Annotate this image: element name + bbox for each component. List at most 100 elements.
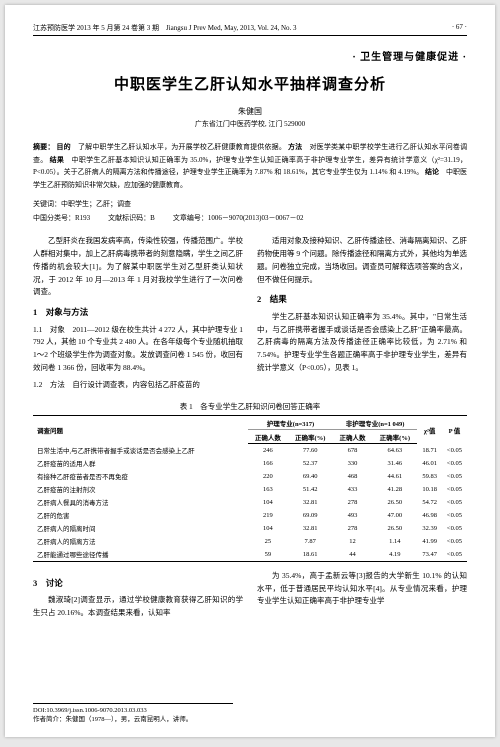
table-row: 日常生活中,与乙肝携带者握手或谈话是否会感染上乙肝24677.6067864.6…	[33, 444, 467, 457]
cell: 1.14	[372, 535, 417, 548]
section-2: 2 结果	[257, 292, 467, 306]
cell-question: 乙肝病人的隔离方法	[33, 535, 248, 548]
abstract-label: 摘要：	[33, 143, 55, 151]
cell: 246	[248, 444, 287, 457]
th-chi2: χ²值	[417, 416, 441, 444]
th-count2: 正确人数	[333, 430, 372, 444]
cell: 51.42	[288, 483, 333, 496]
cell: 166	[248, 457, 287, 470]
cell: <0.05	[442, 470, 467, 483]
discussion-left-para: 魏淑琦[2]调查显示，通过学校健康教育获得乙肝知识的学生只占 20.16%。本调…	[33, 594, 243, 620]
cell: 64.63	[372, 444, 417, 457]
intro-para: 乙型肝炎在我国发病率高，传染性较强，传播范围广。学校人群相对集中，加上乙肝病毒携…	[33, 235, 243, 299]
cell: 46.98	[417, 509, 441, 522]
cell: 54.72	[417, 496, 441, 509]
section-1: 1 对象与方法	[33, 305, 243, 319]
cell: 433	[333, 483, 372, 496]
cell-question: 乙肝疫苗的适用人群	[33, 457, 248, 470]
results-text: 中职学生乙肝基本知识认知正确率为 35.0%，护理专业学生认知正确率高于非护理专…	[33, 156, 467, 177]
th-p: P 值	[442, 416, 467, 444]
discussion-right-para: 为 35.4%，高于孟新云等[3]报告的大学新生 10.1% 的认知水平，低于普…	[257, 570, 467, 608]
affiliation: 广东省江门中医药学校, 江门 529000	[33, 119, 467, 129]
th-rate2: 正确率(%)	[372, 430, 417, 444]
keywords: 关键词：中职学生；乙肝；调查	[33, 199, 467, 209]
conclusion-label: 结论	[425, 168, 439, 176]
cell: 4.19	[372, 548, 417, 562]
cell: 31.46	[372, 457, 417, 470]
th-question: 调查问题	[33, 416, 248, 444]
header-right: · 67 ·	[452, 23, 467, 33]
author: 朱健国	[33, 106, 467, 117]
body-columns: 乙型肝炎在我国发病率高，传染性较强，传播范围广。学校人群相对集中，加上乙肝病毒携…	[33, 235, 467, 393]
article-id: 文章编号：1006－9070(2013)03－0067－02	[173, 213, 304, 223]
header-left: 江苏预防医学 2013 年 5 月第 24 卷第 3 期 Jiangsu J P…	[33, 23, 297, 33]
cell: 18.61	[288, 548, 333, 562]
discussion-left: 3 讨论 魏淑琦[2]调查显示，通过学校健康教育获得乙肝知识的学生只占 20.1…	[33, 570, 243, 626]
table-row: 乙肝的危害21969.0949347.0046.98<0.05	[33, 509, 467, 522]
cell: 32.39	[417, 522, 441, 535]
cell-question: 乙肝病人的隔离时间	[33, 522, 248, 535]
cell: 41.99	[417, 535, 441, 548]
cell: 69.40	[288, 470, 333, 483]
cell: 330	[333, 457, 372, 470]
left-column: 乙型肝炎在我国发病率高，传染性较强，传播范围广。学校人群相对集中，加上乙肝病毒携…	[33, 235, 243, 393]
page: 江苏预防医学 2013 年 5 月第 24 卷第 3 期 Jiangsu J P…	[5, 5, 495, 737]
table-row: 乙肝病人餐具的消毒方法10432.8127826.5054.72<0.05	[33, 496, 467, 509]
cell: 46.01	[417, 457, 441, 470]
table-row: 乙肝病人的隔离时间10432.8127826.5032.39<0.05	[33, 522, 467, 535]
section-1-2: 1.2 方法 自行设计调查表，内容包括乙肝疫苗的	[33, 379, 243, 392]
cell: 18.71	[417, 444, 441, 457]
cell-question: 乙肝能通过哪些途径传播	[33, 548, 248, 562]
table-row: 乙肝病人的隔离方法257.87121.1441.99<0.05	[33, 535, 467, 548]
th-rate1: 正确率(%)	[288, 430, 333, 444]
keywords-label: 关键词：	[33, 200, 61, 208]
author-bio: 作者简介：朱健国（1978—），男，云南昆明人，讲师。	[33, 715, 233, 725]
abstract: 摘要： 目的 了解中职学生乙肝认知水平，为开展学校乙肝健康教育提供依据。 方法 …	[33, 141, 467, 191]
cell: 278	[333, 522, 372, 535]
table-row: 乙肝疫苗的适用人群16652.3733031.4646.01<0.05	[33, 457, 467, 470]
cell-question: 乙肝的危害	[33, 509, 248, 522]
table-row: 有接种乙肝疫苗者是否不再免疫22069.4046844.6159.83<0.05	[33, 470, 467, 483]
cell: 468	[333, 470, 372, 483]
cell: <0.05	[442, 522, 467, 535]
cell: 12	[333, 535, 372, 548]
cell: 163	[248, 483, 287, 496]
cell: 59	[248, 548, 287, 562]
cell: <0.05	[442, 496, 467, 509]
cell: 104	[248, 496, 287, 509]
discussion-right: 为 35.4%，高于孟新云等[3]报告的大学新生 10.1% 的认知水平，低于普…	[257, 570, 467, 626]
cell-question: 乙肝疫苗的注射剂次	[33, 483, 248, 496]
section-badge: · 卫生管理与健康促进 ·	[33, 48, 467, 63]
article-title: 中职医学生乙肝认知水平抽样调查分析	[33, 73, 467, 94]
doi: DOI:10.3969/j.issn.1006-9070.2013.03.033	[33, 706, 233, 716]
keywords-text: 中职学生；乙肝；调查	[61, 200, 131, 208]
cell: 220	[248, 470, 287, 483]
cell: 278	[333, 496, 372, 509]
table-title: 表 1 各专业学生乙肝知识问卷回答正确率	[33, 401, 467, 412]
doi-block: DOI:10.3969/j.issn.1006-9070.2013.03.033…	[33, 703, 233, 726]
cell: 10.18	[417, 483, 441, 496]
cell: 32.81	[288, 522, 333, 535]
right-column: 适用对象及接种知识、乙肝传播途径、消毒隔离知识、乙肝药物使用等 9 个问题。除传…	[257, 235, 467, 393]
cell-question: 有接种乙肝疫苗者是否不再免疫	[33, 470, 248, 483]
cell: 41.28	[372, 483, 417, 496]
cell: 44.61	[372, 470, 417, 483]
cell: 104	[248, 522, 287, 535]
cell: 69.09	[288, 509, 333, 522]
cell: 73.47	[417, 548, 441, 562]
cell: <0.05	[442, 548, 467, 562]
th-nonnursing: 非护理专业(n=1 049)	[333, 416, 418, 430]
results-table: 调查问题 护理专业(n=317) 非护理专业(n=1 049) χ²值 P 值 …	[33, 415, 467, 562]
th-count1: 正确人数	[248, 430, 287, 444]
cell: <0.05	[442, 509, 467, 522]
cell: 52.37	[288, 457, 333, 470]
cell-question: 日常生活中,与乙肝携带者握手或谈话是否会感染上乙肝	[33, 444, 248, 457]
running-header: 江苏预防医学 2013 年 5 月第 24 卷第 3 期 Jiangsu J P…	[33, 23, 467, 36]
cell: 44	[333, 548, 372, 562]
cell: <0.05	[442, 444, 467, 457]
cell: <0.05	[442, 535, 467, 548]
methods-label: 方法	[288, 143, 302, 151]
right-para-1: 适用对象及接种知识、乙肝传播途径、消毒隔离知识、乙肝药物使用等 9 个问题。除传…	[257, 235, 467, 286]
cell-question: 乙肝病人餐具的消毒方法	[33, 496, 248, 509]
classification: 中国分类号：R193	[33, 213, 90, 223]
